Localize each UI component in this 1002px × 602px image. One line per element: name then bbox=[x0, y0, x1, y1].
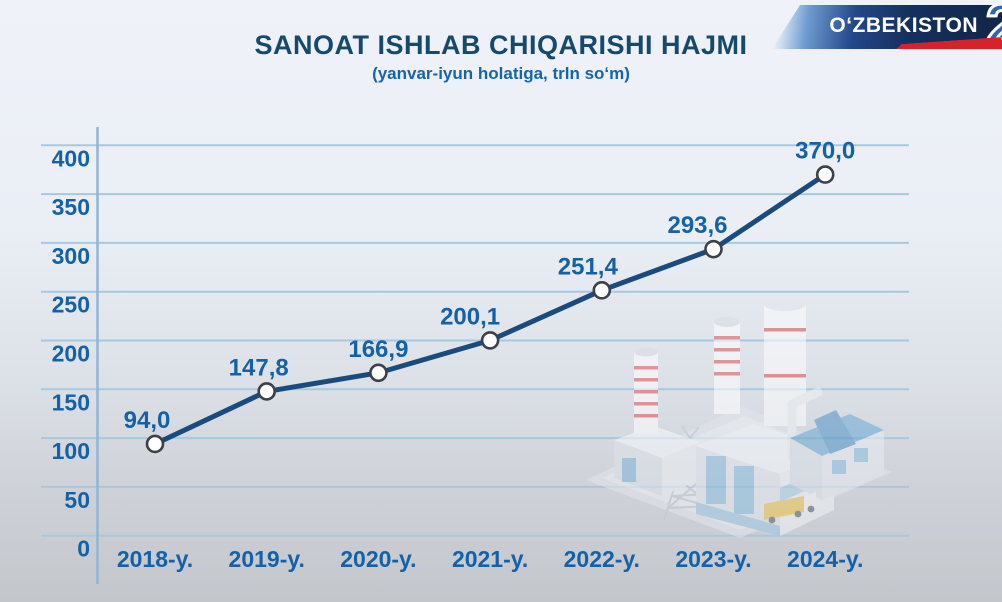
point-label-2018-y.: 94,0 bbox=[124, 407, 171, 434]
x-axis-label-5: 2022-y. bbox=[564, 546, 640, 572]
chimney-medium-icon bbox=[714, 317, 740, 414]
y-axis-label-100: 100 bbox=[52, 438, 90, 464]
y-axis-label-0: 0 bbox=[77, 536, 90, 562]
x-axis-label-1: 2018-y. bbox=[117, 546, 193, 572]
data-point-2023-y. bbox=[704, 239, 723, 259]
data-point-2021-y. bbox=[480, 331, 500, 350]
data-point-2024-y. bbox=[815, 165, 835, 184]
factory-illustration bbox=[586, 297, 892, 538]
chimney-small-icon bbox=[634, 347, 658, 434]
channel-logo-text: OʻZBEKISTON bbox=[829, 14, 978, 37]
y-axis-label-50: 50 bbox=[64, 487, 90, 513]
y-axis-label-150: 150 bbox=[52, 389, 90, 415]
x-axis-label-6: 2023-y. bbox=[675, 546, 751, 572]
data-point-2018-y. bbox=[145, 434, 165, 454]
y-axis-label-200: 200 bbox=[52, 341, 90, 367]
point-label-2024-y.: 370,0 bbox=[795, 138, 855, 165]
point-label-2021-y.: 200,1 bbox=[440, 303, 500, 330]
y-axis-label-250: 250 bbox=[52, 292, 90, 318]
y-axis-label-300: 300 bbox=[52, 243, 90, 269]
x-axis-label-7: 2024-y. bbox=[787, 546, 863, 572]
x-axis-label-2: 2019-y. bbox=[229, 546, 305, 572]
data-point-2019-y. bbox=[257, 382, 277, 401]
channel-logo: 2 OʻZBEKISTON bbox=[772, 5, 1002, 49]
data-point-2022-y. bbox=[592, 281, 612, 300]
data-point-2020-y. bbox=[369, 363, 388, 383]
x-axis-label-4: 2021-y. bbox=[452, 546, 528, 572]
point-label-2022-y.: 251,4 bbox=[558, 253, 619, 280]
y-axis-label-400: 400 bbox=[52, 145, 90, 171]
point-label-2020-y.: 166,9 bbox=[348, 336, 408, 363]
y-axis-label-350: 350 bbox=[52, 194, 90, 220]
x-axis-label-3: 2020-y. bbox=[340, 546, 416, 572]
point-label-2019-y.: 147,8 bbox=[229, 354, 289, 381]
point-label-2023-y.: 293,6 bbox=[667, 212, 727, 239]
truck-icon bbox=[764, 492, 816, 524]
